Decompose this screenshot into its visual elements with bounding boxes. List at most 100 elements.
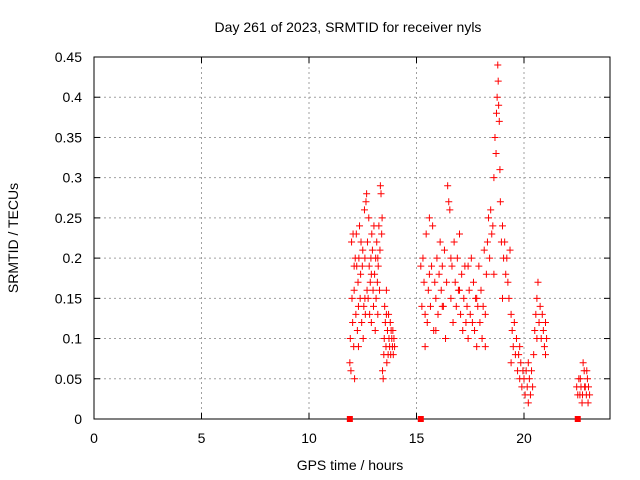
data-point [374,254,382,262]
data-point [377,190,385,198]
data-point [458,270,466,278]
data-point [358,262,366,270]
data-point [501,238,509,246]
data-point [456,286,463,294]
data-point [449,318,457,326]
data-point [434,310,442,318]
zero-marker [417,416,424,422]
data-point [506,246,514,254]
data-point [578,399,586,407]
data-point [505,294,513,302]
data-point [446,206,454,214]
data-point [524,399,532,407]
data-point [379,375,387,383]
data-point [496,198,504,206]
data-point [425,270,433,278]
data-point [378,230,386,238]
data-point [464,335,472,343]
data-point [578,391,586,399]
data-point [419,254,427,262]
data-point [421,343,429,351]
data-point [475,262,483,270]
data-point [382,310,390,318]
data-point [452,302,460,310]
data-point [354,278,362,286]
data-point [361,254,369,262]
data-point [367,318,375,326]
data-point [486,254,494,262]
data-point [471,327,479,335]
data-point [457,310,465,318]
zero-marker [346,416,353,422]
y-tick-label: 0 [74,411,82,427]
data-point [445,198,453,206]
data-point [365,262,373,270]
data-point [451,278,459,286]
x-axis-label: GPS time / hours [297,457,404,473]
data-point [536,302,544,310]
data-point [453,254,461,262]
data-point [509,343,517,351]
y-tick-label: 0.25 [55,210,82,226]
data-point [483,238,491,246]
data-point [581,383,589,391]
data-point [379,367,387,375]
data-point [368,230,376,238]
data-point [355,254,363,262]
plot-frame [93,56,611,420]
data-point [352,310,360,318]
data-point [426,302,434,310]
data-point [350,262,358,270]
data-point [390,335,398,343]
data-point [381,302,389,310]
data-point [476,318,484,326]
data-point [360,302,368,310]
data-point [487,206,495,214]
data-point [485,214,493,222]
data-point [466,310,474,318]
data-point [360,206,368,214]
data-point [478,335,486,343]
y-axis-label: SRMTID / TECUs [5,183,21,293]
data-point [444,182,452,190]
y-tick-label: 0.45 [55,49,82,65]
data-point [374,310,382,318]
data-point [515,351,523,359]
data-point [465,286,473,294]
data-point [358,318,366,326]
data-point [489,222,497,230]
data-point [371,327,379,335]
data-point [535,318,543,326]
data-point [443,278,451,286]
data-point [429,222,437,230]
axis-tick-labels: 0 5 10 15 20 0 0.05 0.1 0.15 0.2 0.25 0.3 0.35 0.4 0.4… [55,49,532,446]
data-point [481,343,489,351]
data-point [375,222,383,230]
data-point [421,310,429,318]
data-point [354,343,362,351]
data-point [417,262,425,270]
data-point [583,375,591,383]
data-point [473,294,481,302]
data-point [495,117,503,125]
data-point [386,318,394,326]
data-point [576,375,584,383]
data-point [425,214,433,222]
data-point [420,278,428,286]
data-point [369,286,377,294]
data-point [363,238,371,246]
grid [94,57,610,419]
data-point [492,109,500,117]
data-point [507,310,515,318]
data-point [525,375,533,383]
data-point [542,318,549,326]
data-point [584,399,592,407]
data-point [424,286,432,294]
data-point [494,61,502,69]
data-point [490,174,498,182]
data-point [359,335,367,343]
y-tick-label: 0.4 [63,89,83,105]
data-point [436,238,444,246]
data-point [348,294,356,302]
data-point [357,238,365,246]
